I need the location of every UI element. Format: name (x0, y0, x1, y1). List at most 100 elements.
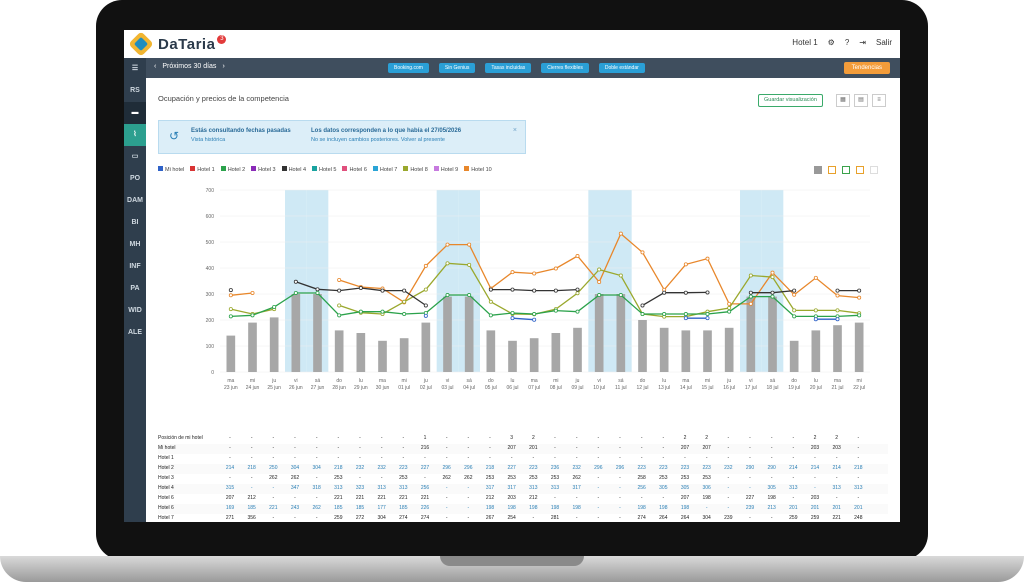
sidebar-item-ale[interactable]: ALE (128, 329, 142, 336)
row-label[interactable]: Posición de mi hotel (158, 435, 203, 441)
brand-logo[interactable]: DaTaria 3 (128, 31, 227, 57)
legend-option-4[interactable] (856, 166, 864, 174)
x-tick-date: 05 jul (485, 385, 497, 391)
table-cell: 223 (637, 465, 646, 471)
period-selector[interactable]: ‹ Próximos 30 días › (154, 63, 225, 70)
table-cell: - (402, 455, 405, 461)
table-cell: 201 (529, 445, 538, 451)
table-cell: - (835, 455, 838, 461)
legend-item[interactable]: Hotel 2 (220, 166, 245, 173)
alert-sub-right[interactable]: No se incluyen cambios posteriores. Volv… (311, 137, 445, 143)
series-point (380, 309, 385, 314)
legend-label: Hotel 5 (319, 167, 337, 173)
next-icon[interactable]: › (222, 63, 225, 70)
legend-item[interactable]: Hotel 1 (190, 166, 215, 173)
row-label[interactable]: Hotel 4 (158, 485, 174, 491)
sidebar-menu-icon[interactable]: ☰ (131, 65, 139, 72)
sidebar-item-inf[interactable]: INF (129, 263, 141, 270)
occupancy-bar (421, 322, 431, 372)
prev-icon[interactable]: ‹ (154, 63, 157, 70)
sidebar-item-po[interactable]: PO (129, 175, 141, 182)
notification-badge[interactable]: 3 (217, 34, 227, 44)
legend-item[interactable]: Hotel 9 (433, 166, 458, 173)
series-point (575, 287, 580, 292)
list-view-icon[interactable]: ≡ (872, 94, 886, 107)
logout-icon[interactable]: ⇥ (859, 38, 866, 47)
settings-icon[interactable]: ⚙ (827, 38, 835, 47)
table-row: Hotel 4 315 - - 347 318 313 323 313 313 256 - - 317 31… (158, 484, 888, 494)
sidebar-item-wid[interactable]: WID (128, 307, 142, 314)
period-label[interactable]: Próximos 30 días (162, 63, 217, 70)
table-cell: - (380, 455, 383, 461)
table-cell: 253 (550, 475, 560, 481)
series-point (423, 287, 428, 292)
save-view-button[interactable]: Guardar visualización (758, 94, 823, 107)
chart-view-icon[interactable]: ▦ (836, 94, 850, 107)
legend-item[interactable]: Hotel 10 (464, 166, 492, 173)
table-cell: 198 (637, 505, 646, 511)
series-point (597, 280, 602, 285)
occupancy-bar (313, 294, 322, 372)
legend-item[interactable]: Hotel 3 (251, 166, 276, 173)
legend-swatch (342, 166, 348, 171)
logout-link[interactable]: Salir (875, 38, 892, 47)
chip-closures[interactable]: Cierres flexibles (541, 63, 589, 73)
row-label[interactable]: Hotel 6 (158, 505, 174, 511)
sidebar-item-rs[interactable]: RS (130, 87, 140, 94)
legend-item[interactable]: Mi hotel (158, 166, 184, 173)
sidebar-item-chart-icon[interactable]: ⌇ (124, 124, 146, 146)
alert-title-left: Estás consultando fechas pasadas (191, 128, 291, 134)
row-label[interactable]: Hotel 3 (158, 475, 174, 481)
legend-option-2[interactable] (828, 166, 836, 174)
table-view-icon[interactable]: ▤ (854, 94, 868, 107)
hotel-selector[interactable]: Hotel 1 (792, 38, 818, 47)
x-tick-day: lu (662, 378, 666, 384)
table-cell: 253 (399, 475, 408, 481)
sidebar-item-doc-icon[interactable]: ▭ (131, 153, 139, 160)
legend-option-5[interactable] (870, 166, 878, 174)
row-label[interactable]: Hotel 7 (158, 515, 174, 521)
legend-item[interactable]: Hotel 5 (312, 166, 336, 173)
legend-option-3[interactable] (842, 166, 850, 174)
occupancy-bar (486, 330, 496, 372)
table-cell: 203 (810, 445, 820, 451)
legend-option-1[interactable] (814, 166, 822, 174)
table-cell: 253 (485, 475, 495, 481)
sidebar-item-bed-icon[interactable]: ▬ (124, 102, 146, 124)
legend-label: Hotel 1 (197, 167, 215, 173)
table-cell: - (727, 485, 730, 491)
legend-item[interactable]: Hotel 8 (403, 166, 428, 173)
row-label[interactable]: Hotel 2 (158, 465, 174, 471)
table-cell: 239 (724, 515, 733, 521)
x-tick-day: ju (271, 378, 276, 384)
series-line (512, 317, 838, 321)
table-cell: 262 (290, 475, 300, 481)
chip-genius[interactable]: Sin Genius (438, 63, 476, 73)
close-icon[interactable]: × (512, 127, 517, 134)
row-label[interactable]: Hotel 1 (158, 455, 174, 461)
legend-item[interactable]: Hotel 7 (372, 166, 398, 173)
trends-button[interactable]: Tendencias (843, 62, 890, 74)
x-tick-date: 13 jul (658, 385, 670, 391)
legend-item[interactable]: Hotel 6 (342, 166, 367, 173)
series-point (315, 290, 320, 295)
chip-room[interactable]: Doble estándar (598, 63, 645, 73)
legend-item[interactable]: Hotel 4 (281, 166, 306, 173)
sidebar-item-mh[interactable]: MH (129, 241, 141, 248)
table-cell: 305 (659, 485, 668, 491)
help-icon[interactable]: ? (844, 38, 850, 47)
chip-channel[interactable]: Booking.com (388, 63, 429, 73)
legend-swatch (158, 166, 163, 171)
table-cell: - (445, 505, 448, 511)
row-label[interactable]: Hotel 6 (158, 495, 174, 501)
sidebar-item-pa[interactable]: PA (130, 285, 140, 292)
sidebar-item-bi[interactable]: BI (131, 219, 139, 226)
legend-label: Hotel 7 (379, 167, 398, 173)
series-point (770, 270, 775, 275)
chip-taxes[interactable]: Tasas incluidas (485, 63, 532, 73)
row-label[interactable]: Mi hotel (158, 445, 176, 451)
series-point (575, 309, 580, 314)
series-point (488, 287, 493, 292)
x-tick-date: 04 jul (463, 385, 475, 391)
sidebar-item-dam[interactable]: DAM (127, 197, 143, 204)
